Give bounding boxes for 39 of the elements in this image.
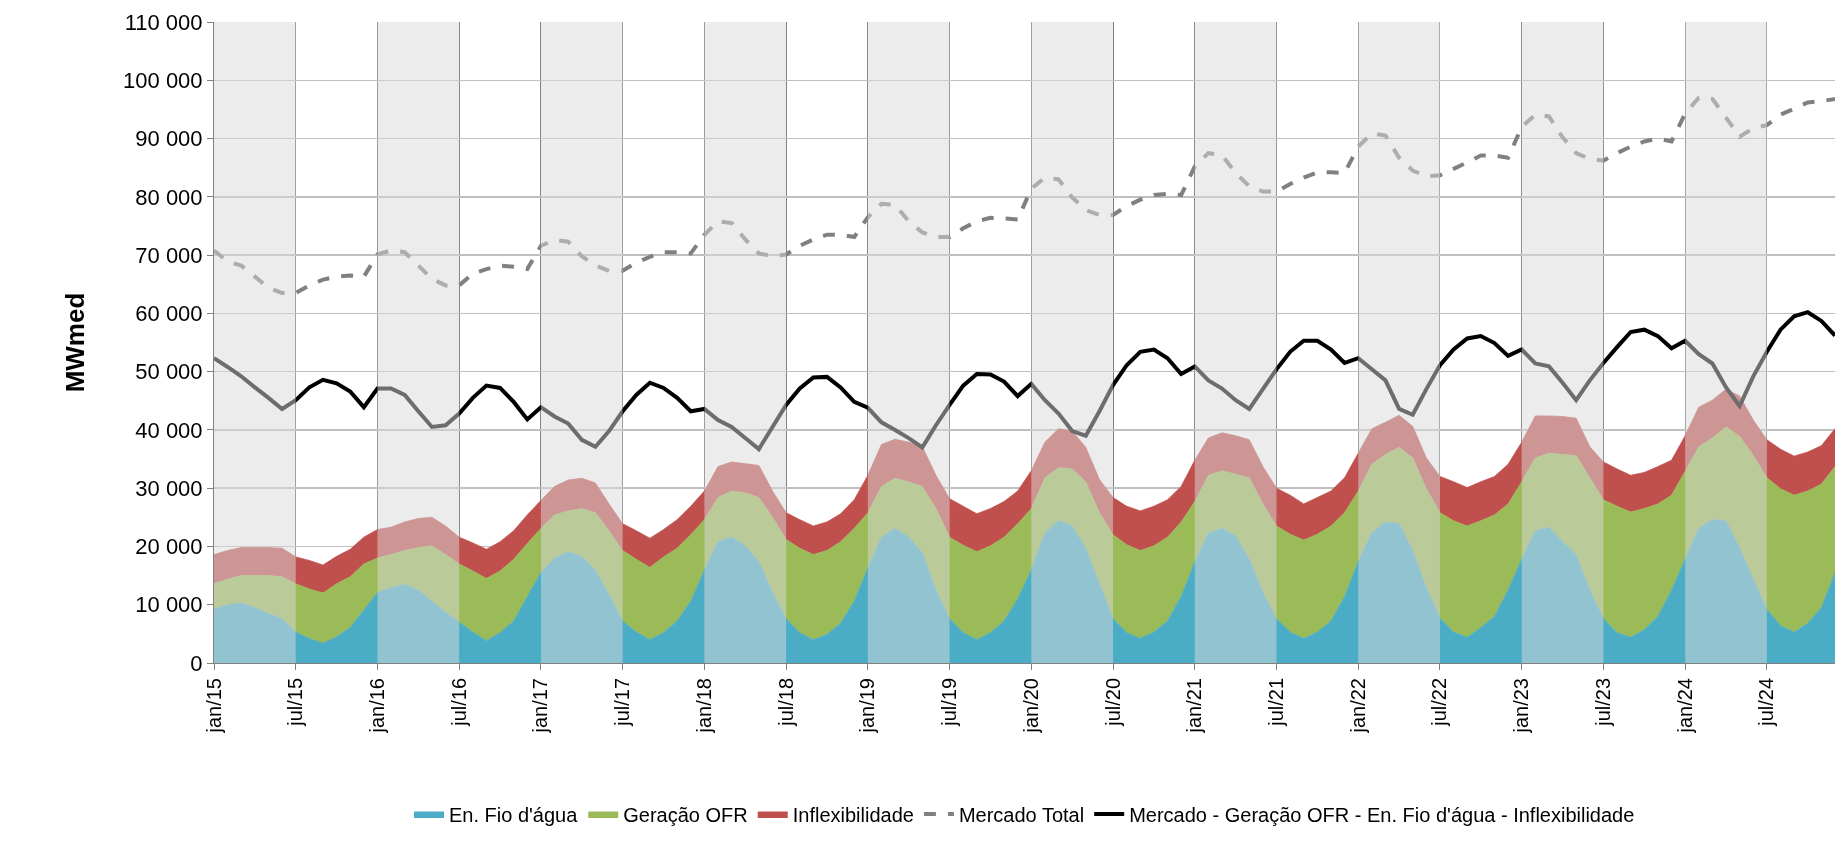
x-tick-label: jul/24 [1755,678,1778,727]
x-tick-label: jul/22 [1428,678,1451,727]
x-tick-label: jul/21 [1265,678,1287,727]
x-tick-label: jul/17 [611,678,634,727]
x-tick-label: jan/24 [1673,678,1696,734]
y-tick-label: 100 000 [123,67,203,93]
x-tick-label: jul/16 [447,678,470,727]
x-tick-label: jan/16 [365,678,388,734]
x-tick-label: jan/21 [1183,678,1206,734]
x-tick-label: jul/15 [284,678,307,727]
y-tick-label: 110 000 [124,9,203,35]
y-tick-label: 70 000 [135,242,203,268]
y-tick-label: 50 000 [135,359,203,385]
x-tick-label: jul/19 [938,678,961,727]
x-tick-label: jul/18 [774,678,797,727]
y-tick-label: 60 000 [135,301,203,327]
legend-label: En. Fio d'água [449,803,579,826]
x-tick-label: jan/23 [1510,678,1533,734]
y-tick-label: 80 000 [135,184,203,210]
y-tick-label: 40 000 [135,417,203,443]
y-tick-label: 0 [190,650,203,676]
x-tick-label: jan/18 [692,678,715,734]
x-tick-label: jul/23 [1591,678,1614,727]
y-axis-title: MWmed [60,292,91,393]
y-tick-label: 90 000 [135,126,203,152]
x-tick-label: jan/20 [1019,678,1042,734]
y-tick-label: 10 000 [135,592,203,618]
legend-label: Geração OFR [623,803,748,826]
line-series [214,310,1835,452]
x-tick-label: jan/15 [202,678,225,734]
x-tick-label: jan/17 [529,678,552,734]
x-tick-label: jul/20 [1101,678,1124,727]
x-tick-label: jan/22 [1346,678,1369,734]
y-tick-label: 30 000 [135,475,203,501]
legend-label: Inflexibilidade [792,803,914,826]
legend-label: Mercado Total [958,803,1085,826]
legend-label: Mercado - Geração OFR - En. Fio d'água - Inflexibilidade [1129,803,1635,826]
y-tick-label: 20 000 [135,534,203,560]
x-tick-label: jan/19 [856,678,879,734]
